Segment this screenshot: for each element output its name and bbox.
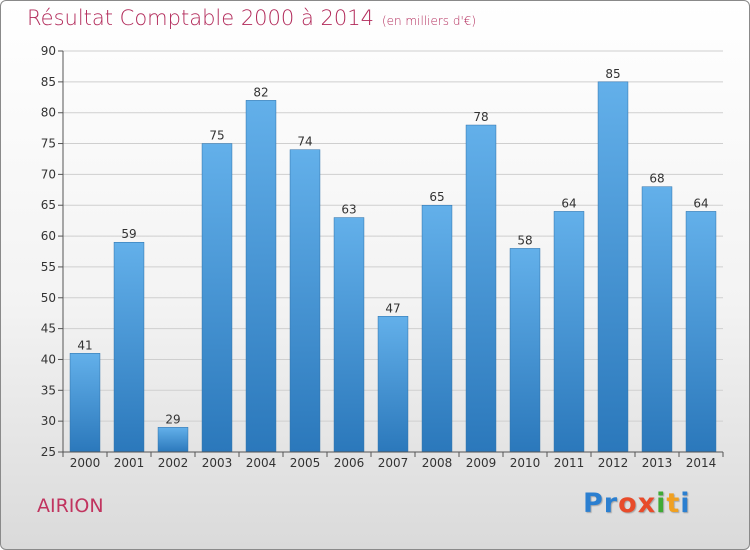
y-tick-label: 40 <box>41 352 56 366</box>
axes: 25 30 35 40 45 50 55 60 65 70 75 80 85 90 2000 2001 2002… <box>41 44 724 470</box>
x-tick-label: 2013 <box>642 456 673 470</box>
x-tick-label: 2014 <box>686 456 717 470</box>
data-label: 82 <box>253 85 268 99</box>
x-tick-label: 2005 <box>290 456 321 470</box>
y-tick-label: 55 <box>41 260 56 274</box>
data-label: 74 <box>297 135 312 149</box>
bar-2008 <box>421 204 453 453</box>
logo-letter: x <box>637 488 657 519</box>
data-label: 41 <box>77 338 92 352</box>
bar-2007 <box>377 316 409 453</box>
bar-2013 <box>641 186 673 453</box>
data-label: 63 <box>341 203 356 217</box>
logo-letter: i <box>656 488 667 519</box>
x-tick-label: 2009 <box>466 456 497 470</box>
logo-letter: r <box>603 488 619 519</box>
data-label: 59 <box>121 227 136 241</box>
chart-subtitle: (en milliers d'€) <box>381 14 477 28</box>
bar-2002 <box>157 427 189 453</box>
logo-letter: i <box>680 488 691 519</box>
y-tick-label: 90 <box>41 44 56 58</box>
x-tick-label: 2000 <box>70 456 101 470</box>
y-tick-label: 75 <box>41 137 56 151</box>
data-label: 68 <box>649 172 664 186</box>
x-tick-label: 2008 <box>422 456 453 470</box>
y-tick-label: 50 <box>41 291 56 305</box>
x-tick-label: 2007 <box>378 456 409 470</box>
bar-2001 <box>113 241 145 453</box>
data-label: 47 <box>385 301 400 315</box>
data-label: 78 <box>473 110 488 124</box>
bar-2010 <box>509 248 541 453</box>
data-label: 75 <box>209 129 224 143</box>
y-tick-label: 25 <box>41 445 56 459</box>
bar-2003 <box>201 143 233 453</box>
data-label: 64 <box>693 196 708 210</box>
bar-2000 <box>69 353 101 453</box>
x-tick-label: 2012 <box>598 456 629 470</box>
logo-letter: t <box>666 488 681 519</box>
bar-2011 <box>553 211 585 453</box>
bar-2005 <box>289 149 321 453</box>
proxiti-logo: Proxiti <box>583 488 691 519</box>
y-tick-label: 65 <box>41 198 56 212</box>
y-tick-label: 35 <box>41 383 56 397</box>
data-label: 29 <box>165 412 180 426</box>
data-label: 64 <box>561 196 576 210</box>
data-label: 58 <box>517 233 532 247</box>
bar-2012 <box>597 81 629 453</box>
y-tick-label: 30 <box>41 414 56 428</box>
y-tick-label: 80 <box>41 106 56 120</box>
x-tick-label: 2002 <box>158 456 189 470</box>
y-tick-label: 85 <box>41 75 56 89</box>
data-label: 85 <box>605 67 620 81</box>
bars <box>69 81 717 453</box>
logo-letter: o <box>618 488 638 519</box>
x-tick-label: 2010 <box>510 456 541 470</box>
commune-name: AIRION <box>37 495 104 517</box>
bar-2009 <box>465 124 497 453</box>
data-label: 65 <box>429 190 444 204</box>
x-tick-label: 2001 <box>114 456 145 470</box>
value-labels: 41 59 29 75 82 74 63 47 65 78 58 64 85 68 64 <box>77 67 708 426</box>
bar-2004 <box>245 100 277 453</box>
chart-title-text: Résultat Comptable 2000 à 2014 <box>27 6 374 30</box>
x-tick-label: 2011 <box>554 456 585 470</box>
bar-2006 <box>333 217 365 453</box>
bar-2014 <box>685 211 717 453</box>
x-tick-label: 2003 <box>202 456 233 470</box>
y-tick-label: 45 <box>41 322 56 336</box>
chart-title: Résultat Comptable 2000 à 2014 (en millie… <box>27 6 476 30</box>
y-tick-label: 60 <box>41 229 56 243</box>
x-tick-label: 2006 <box>334 456 365 470</box>
x-tick-label: 2004 <box>246 456 277 470</box>
logo-letter: P <box>583 488 604 519</box>
y-tick-label: 70 <box>41 167 56 181</box>
